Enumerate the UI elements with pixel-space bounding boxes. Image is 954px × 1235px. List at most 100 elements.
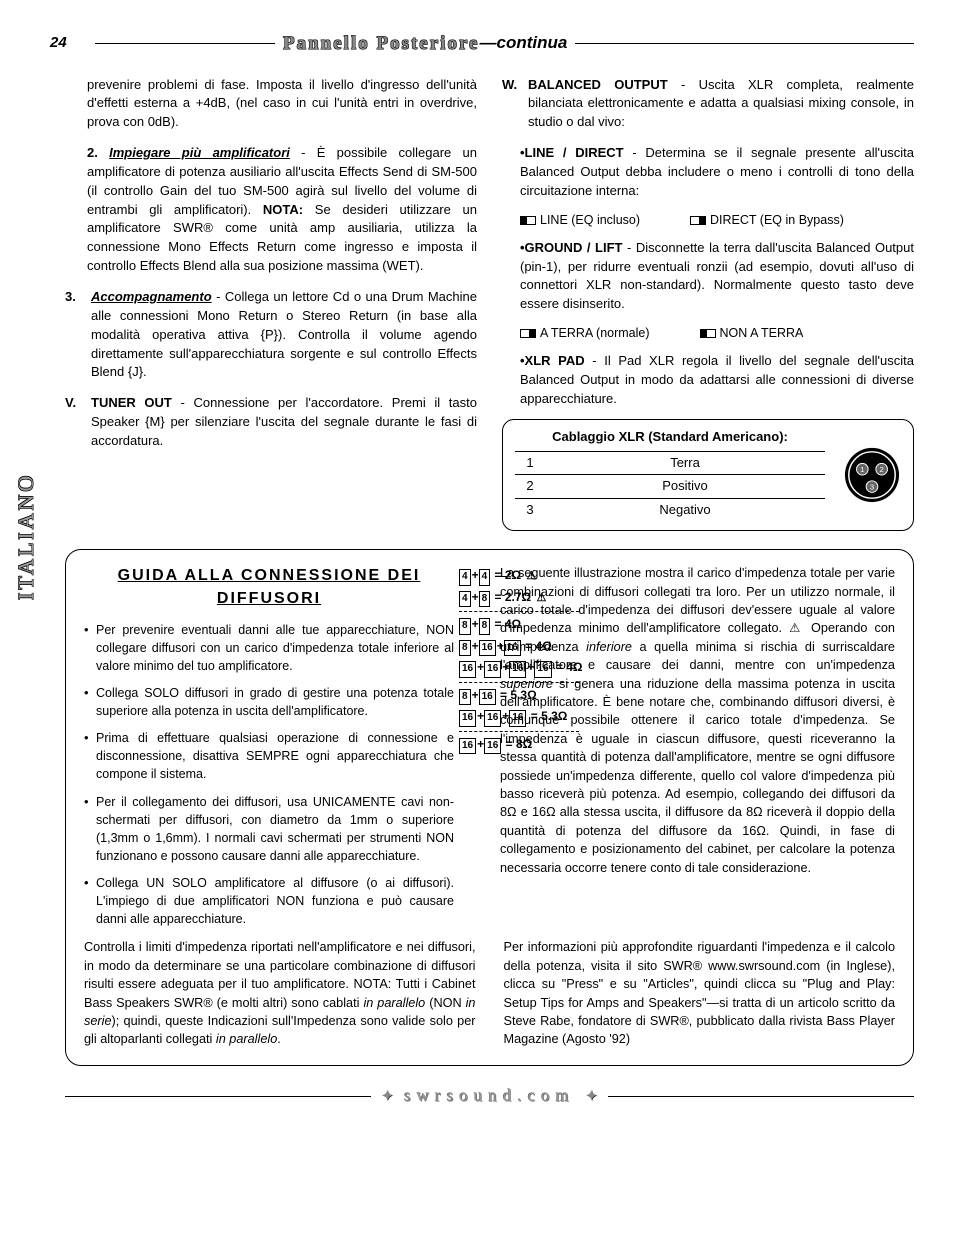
- switch-line-label: LINE (EQ incluso): [540, 213, 640, 227]
- header-rule-left: [95, 43, 275, 44]
- header-title: Pannello Posteriore: [283, 30, 479, 58]
- diamond-icon: ✦: [585, 1085, 598, 1108]
- xlr-wiring-table: Cablaggio XLR (Standard Americano): 1Ter…: [515, 428, 825, 522]
- item-v-number: V.: [65, 394, 91, 451]
- speaker-box-icon: 8: [459, 618, 471, 635]
- phase-paragraph: prevenire problemi di fase. Imposta il l…: [65, 76, 477, 133]
- right-column: W. BALANCED OUTPUT - Uscita XLR completa…: [502, 76, 914, 532]
- speaker-box-icon: 16: [459, 710, 476, 727]
- switch-lift-label: NON A TERRA: [720, 326, 804, 340]
- speaker-right-inferiore: inferiore: [586, 640, 632, 654]
- page-header: Pannello Posteriore —continua: [65, 30, 914, 58]
- item-3-number: 3.: [65, 288, 91, 382]
- xlr-wiring-box: Cablaggio XLR (Standard Americano): 1Ter…: [502, 419, 914, 531]
- item-w-heading: BALANCED OUTPUT: [528, 77, 668, 92]
- ground-lift-switches: A TERRA (normale) NON A TERRA: [520, 324, 914, 342]
- item-v-heading: TUNER OUT: [91, 395, 172, 410]
- footer-rule-right: [608, 1096, 914, 1097]
- speaker-right-text-c: si genera una riduzione della massima po…: [500, 677, 895, 875]
- svg-text:3: 3: [870, 482, 874, 491]
- xlr-table-header: Cablaggio XLR (Standard Americano):: [515, 428, 825, 447]
- footer-url: swrsound.com: [404, 1084, 575, 1109]
- item-w: W. BALANCED OUTPUT - Uscita XLR completa…: [502, 76, 914, 133]
- speaker-guide-title: GUIDA ALLA CONNESSIONE DEI DIFFUSORI: [84, 564, 454, 610]
- item-2-nota: NOTA:: [263, 202, 303, 217]
- item-3-heading: Accompagnamento: [91, 289, 212, 304]
- item-2: 2. Impiegare più amplificatori - È possi…: [65, 144, 477, 276]
- bullet-text: Collega UN SOLO amplificatore al diffuso…: [96, 874, 454, 928]
- speaker-box-icon: 8: [459, 689, 471, 706]
- speaker-bottom-right: Per informazioni più approfondite riguar…: [504, 938, 896, 1048]
- speaker-box-icon: 16: [479, 689, 496, 706]
- ground-lift-para: •GROUND / LIFT - Disconnette la terra da…: [502, 239, 914, 314]
- switch-ground-label: A TERRA (normale): [540, 326, 650, 340]
- speaker-box-icon: 8: [479, 591, 491, 608]
- speaker-box-icon: 16: [459, 661, 476, 678]
- bullet-text: Per prevenire eventuali danni alle tue a…: [96, 621, 454, 675]
- speaker-box-icon: 16: [484, 710, 501, 727]
- item-v: V. TUNER OUT - Connessione per l'accorda…: [65, 394, 477, 451]
- xlr-pin-label: Negativo: [545, 501, 825, 520]
- bullet-marker: •: [84, 874, 96, 928]
- speaker-bottom-row: Controlla i limiti d'impedenza riportati…: [84, 938, 895, 1048]
- svg-text:2: 2: [880, 465, 884, 474]
- line-direct-para: •LINE / DIRECT - Determina se il segnale…: [502, 144, 914, 201]
- speaker-guide-section: GUIDA ALLA CONNESSIONE DEI DIFFUSORI •Pe…: [65, 549, 914, 1066]
- switch-direct-icon: [690, 216, 706, 225]
- language-side-label: ITALIANO: [10, 473, 42, 600]
- svg-text:1: 1: [860, 465, 864, 474]
- item-2-number: 2.: [87, 145, 98, 160]
- switch-ground-icon: [520, 329, 536, 338]
- bullet-marker: •: [84, 684, 96, 720]
- speaker-box-icon: 16: [459, 738, 476, 755]
- item-w-body: BALANCED OUTPUT - Uscita XLR completa, r…: [528, 76, 914, 133]
- bullet-marker: •: [84, 729, 96, 783]
- speaker-box-icon: 8: [479, 618, 491, 635]
- xlr-pad-heading: •XLR PAD: [520, 353, 585, 368]
- xlr-connector-icon: 1 2 3: [843, 446, 901, 504]
- page-number: 24: [50, 32, 67, 54]
- speaker-box-icon: 16: [484, 738, 501, 755]
- speaker-right-superiore: superiore: [500, 677, 553, 691]
- ground-lift-heading: •GROUND / LIFT: [520, 240, 622, 255]
- speaker-box-icon: 4: [459, 591, 471, 608]
- xlr-table-row: 2Positivo: [515, 474, 825, 498]
- item-3-body: Accompagnamento - Collega un lettore Cd …: [91, 288, 477, 382]
- line-direct-heading: •LINE / DIRECT: [520, 145, 624, 160]
- bullet-text: Per il collegamento dei diffusori, usa U…: [96, 793, 454, 866]
- header-rule-right: [575, 43, 914, 44]
- switch-direct-label: DIRECT (EQ in Bypass): [710, 213, 844, 227]
- item-w-number: W.: [502, 76, 528, 133]
- xlr-pin-num: 1: [515, 454, 545, 473]
- xlr-pin-label: Positivo: [545, 477, 825, 496]
- speaker-box-icon: 16: [484, 661, 501, 678]
- left-column: prevenire problemi di fase. Imposta il l…: [65, 76, 477, 532]
- speaker-box-icon: 4: [459, 569, 471, 586]
- bullet-text: Collega SOLO diffusori in grado di gesti…: [96, 684, 454, 720]
- xlr-pad-para: •XLR PAD - Il Pad XLR regola il livello …: [502, 352, 914, 409]
- xlr-pin-label: Terra: [545, 454, 825, 473]
- item-v-body: TUNER OUT - Connessione per l'accordator…: [91, 394, 477, 451]
- header-continua: —continua: [479, 31, 567, 56]
- line-direct-switches: LINE (EQ incluso) DIRECT (EQ in Bypass): [520, 211, 914, 229]
- speaker-bullet: •Per il collegamento dei diffusori, usa …: [84, 793, 454, 866]
- footer-rule-left: [65, 1096, 371, 1097]
- item-3: 3. Accompagnamento - Collega un lettore …: [65, 288, 477, 382]
- speaker-box-icon: 16: [479, 640, 496, 657]
- bullet-marker: •: [84, 621, 96, 675]
- item-2-heading: Impiegare più amplificatori: [109, 145, 290, 160]
- xlr-pin-num: 3: [515, 501, 545, 520]
- xlr-pin-num: 2: [515, 477, 545, 496]
- xlr-table-row: 3Negativo: [515, 498, 825, 522]
- bullet-marker: •: [84, 793, 96, 866]
- main-columns: prevenire problemi di fase. Imposta il l…: [65, 76, 914, 532]
- diamond-icon: ✦: [381, 1085, 394, 1108]
- speaker-bullet: •Collega UN SOLO amplificatore al diffus…: [84, 874, 454, 928]
- speaker-left-col: GUIDA ALLA CONNESSIONE DEI DIFFUSORI •Pe…: [84, 564, 454, 928]
- speaker-box-icon: 4: [479, 569, 491, 586]
- speaker-right-col: La seguente illustrazione mostra il cari…: [500, 564, 895, 877]
- xlr-table-row: 1Terra: [515, 451, 825, 475]
- switch-line-icon: [520, 216, 536, 225]
- bullet-text: Prima di effettuare qualsiasi operazione…: [96, 729, 454, 783]
- speaker-bullet: •Collega SOLO diffusori in grado di gest…: [84, 684, 454, 720]
